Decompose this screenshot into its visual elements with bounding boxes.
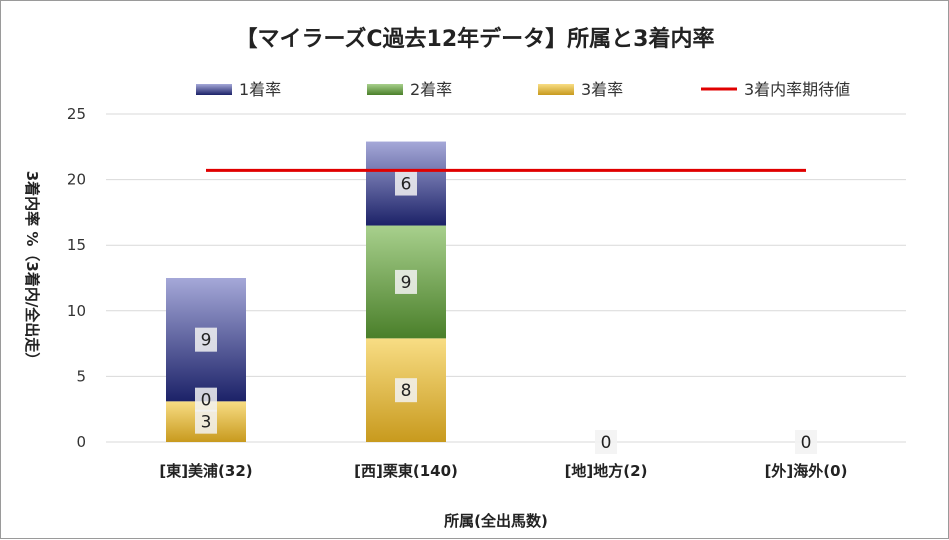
x-axis-categories: [東]美浦(32) [西]栗東(140) [地]地方(2) [外]海外(0) [159, 462, 847, 480]
legend-label-2nd: 2着率 [410, 80, 452, 99]
data-label-bg [195, 387, 217, 412]
data-label-bg [595, 430, 617, 454]
legend-label-3rd: 3着率 [581, 80, 623, 99]
legend-label-expected: 3着内率期待値 [744, 80, 850, 99]
data-label-bg [795, 430, 817, 454]
y-tick-label: 20 [67, 171, 86, 189]
legend-label-1st: 1着率 [239, 80, 281, 99]
x-category-label: [東]美浦(32) [159, 462, 252, 480]
data-label: 0 [601, 433, 612, 453]
legend-swatch-2nd [367, 84, 403, 95]
x-axis-title: 所属(全出馬数) [444, 512, 548, 530]
data-label: 0 [201, 391, 212, 411]
y-tick-label: 25 [67, 105, 86, 123]
x-category-label: [地]地方(2) [565, 462, 648, 480]
data-label: 9 [401, 273, 412, 293]
data-label-bg [395, 171, 417, 196]
chart-title: 【マイラーズC過去12年データ】所属と3着内率 [236, 26, 715, 52]
x-category-label: [西]栗東(140) [354, 462, 458, 480]
y-tick-label: 0 [76, 433, 86, 451]
data-label-bg [195, 327, 217, 352]
y-axis-title: 3着内率 %（3着内/全出走） [23, 171, 41, 368]
data-label: 3 [201, 413, 212, 433]
y-tick-label: 5 [76, 367, 86, 385]
data-label: 9 [201, 331, 212, 351]
legend-swatch-3rd [538, 84, 574, 95]
data-label: 8 [401, 381, 412, 401]
legend: 1着率 2着率 3着率 3着内率期待値 [196, 80, 850, 99]
legend-swatch-1st [196, 84, 232, 95]
data-label-bg [195, 409, 217, 434]
y-axis-ticks: 0 5 10 15 20 25 [67, 105, 86, 451]
data-label-bg [395, 269, 417, 294]
data-label: 6 [401, 175, 412, 195]
y-tick-label: 15 [67, 236, 86, 254]
x-category-label: [外]海外(0) [765, 462, 848, 480]
data-label-bg [395, 378, 417, 403]
y-tick-label: 10 [67, 302, 86, 320]
data-label: 0 [801, 433, 812, 453]
